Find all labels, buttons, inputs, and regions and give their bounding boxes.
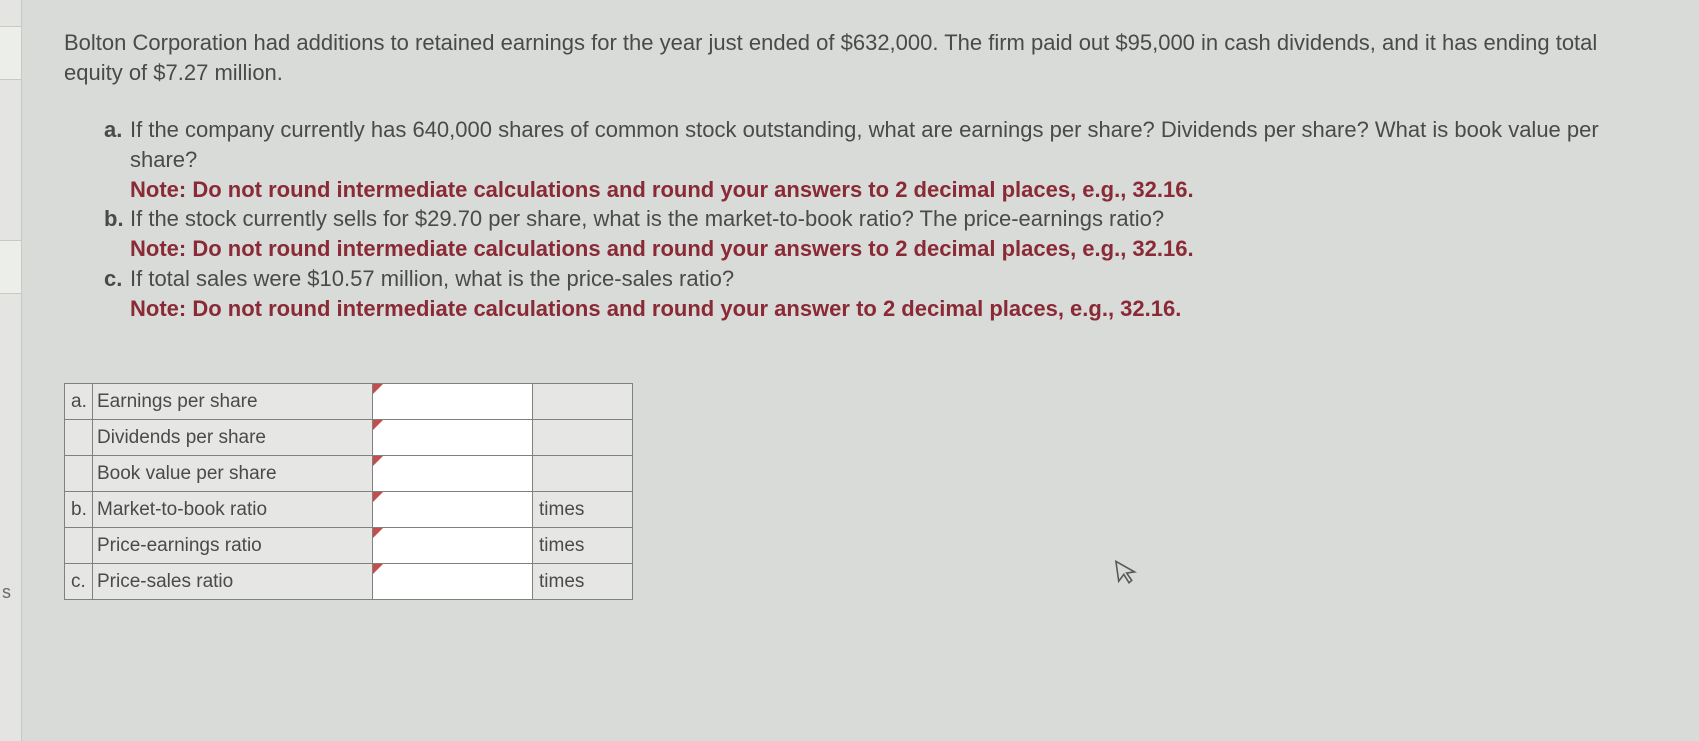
table-row: Dividends per share [65, 420, 633, 456]
row-letter [65, 420, 93, 456]
ps-input[interactable] [373, 564, 532, 599]
table-row: Book value per share [65, 456, 633, 492]
dps-input[interactable] [373, 420, 532, 455]
row-unit: times [533, 492, 633, 528]
input-cell[interactable] [373, 492, 533, 528]
answer-table: a. Earnings per share Dividends per shar… [64, 383, 633, 600]
left-gutter [0, 0, 22, 741]
pe-input[interactable] [373, 528, 532, 563]
question-content: Bolton Corporation had additions to reta… [0, 0, 1699, 628]
row-label: Dividends per share [93, 420, 373, 456]
input-cell[interactable] [373, 420, 533, 456]
question-letter-b: b. [104, 204, 130, 234]
cursor-icon [1114, 557, 1141, 595]
row-unit [533, 420, 633, 456]
row-label: Price-sales ratio [93, 564, 373, 600]
table-row: b. Market-to-book ratio times [65, 492, 633, 528]
left-tab-1[interactable] [0, 26, 22, 80]
question-list: a. If the company currently has 640,000 … [64, 115, 1659, 323]
question-c: c. If total sales were $10.57 million, w… [104, 264, 1659, 294]
mtb-input[interactable] [373, 492, 532, 527]
question-a: a. If the company currently has 640,000 … [104, 115, 1659, 174]
problem-intro: Bolton Corporation had additions to reta… [64, 28, 1659, 87]
row-label: Market-to-book ratio [93, 492, 373, 528]
left-tab-2[interactable] [0, 240, 22, 294]
row-letter [65, 528, 93, 564]
input-cell[interactable] [373, 528, 533, 564]
row-label: Price-earnings ratio [93, 528, 373, 564]
question-note-a: Note: Do not round intermediate calculat… [104, 175, 1659, 205]
question-letter-a: a. [104, 115, 130, 174]
row-unit [533, 384, 633, 420]
question-b: b. If the stock currently sells for $29.… [104, 204, 1659, 234]
bvps-input[interactable] [373, 456, 532, 491]
input-cell[interactable] [373, 384, 533, 420]
row-label: Book value per share [93, 456, 373, 492]
row-letter [65, 456, 93, 492]
question-text-c: If total sales were $10.57 million, what… [130, 264, 734, 294]
question-letter-c: c. [104, 264, 130, 294]
input-cell[interactable] [373, 456, 533, 492]
row-unit: times [533, 528, 633, 564]
row-letter: b. [65, 492, 93, 528]
input-cell[interactable] [373, 564, 533, 600]
eps-input[interactable] [373, 384, 532, 419]
question-text-b: If the stock currently sells for $29.70 … [130, 204, 1164, 234]
question-note-c: Note: Do not round intermediate calculat… [104, 294, 1659, 324]
question-text-a: If the company currently has 640,000 sha… [130, 115, 1659, 174]
row-letter: a. [65, 384, 93, 420]
table-row: c. Price-sales ratio times [65, 564, 633, 600]
question-note-b: Note: Do not round intermediate calculat… [104, 234, 1659, 264]
left-side-char: s [2, 582, 11, 603]
row-unit [533, 456, 633, 492]
table-row: a. Earnings per share [65, 384, 633, 420]
row-letter: c. [65, 564, 93, 600]
row-label: Earnings per share [93, 384, 373, 420]
row-unit: times [533, 564, 633, 600]
table-row: Price-earnings ratio times [65, 528, 633, 564]
